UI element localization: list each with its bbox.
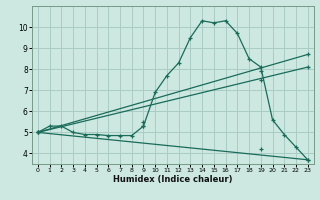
- X-axis label: Humidex (Indice chaleur): Humidex (Indice chaleur): [113, 175, 233, 184]
